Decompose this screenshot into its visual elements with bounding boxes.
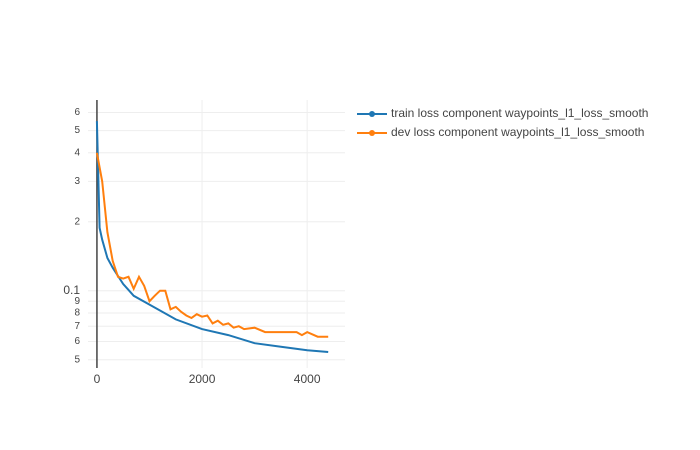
legend-marker	[369, 130, 375, 136]
y-tick-label: 4	[74, 147, 80, 158]
series-line	[95, 152, 329, 338]
y-tick-label: 7	[74, 321, 80, 332]
y-tick-label: 6	[74, 107, 80, 118]
legend-label: train loss component waypoints_l1_loss_s…	[391, 106, 648, 120]
series-line	[95, 121, 329, 353]
y-tick-label: 6	[74, 336, 80, 347]
legend-item: dev loss component waypoints_l1_loss_smo…	[357, 125, 644, 139]
x-tick-label: 4000	[294, 372, 321, 386]
legend-marker	[369, 111, 375, 117]
y-tick-label: 8	[74, 308, 80, 319]
x-tick-label: 2000	[189, 372, 216, 386]
legend-item: train loss component waypoints_l1_loss_s…	[357, 106, 648, 120]
y-tick-label: 9	[74, 296, 80, 307]
y-tick-label: 5	[74, 125, 80, 136]
legend-label: dev loss component waypoints_l1_loss_smo…	[391, 125, 644, 139]
y-tick-label: 3	[74, 176, 80, 187]
y-tick-label: 5	[74, 354, 80, 365]
y-tick-label: 2	[74, 216, 80, 227]
y-tick-label: 0.1	[63, 283, 80, 297]
x-tick-label: 0	[94, 372, 101, 386]
